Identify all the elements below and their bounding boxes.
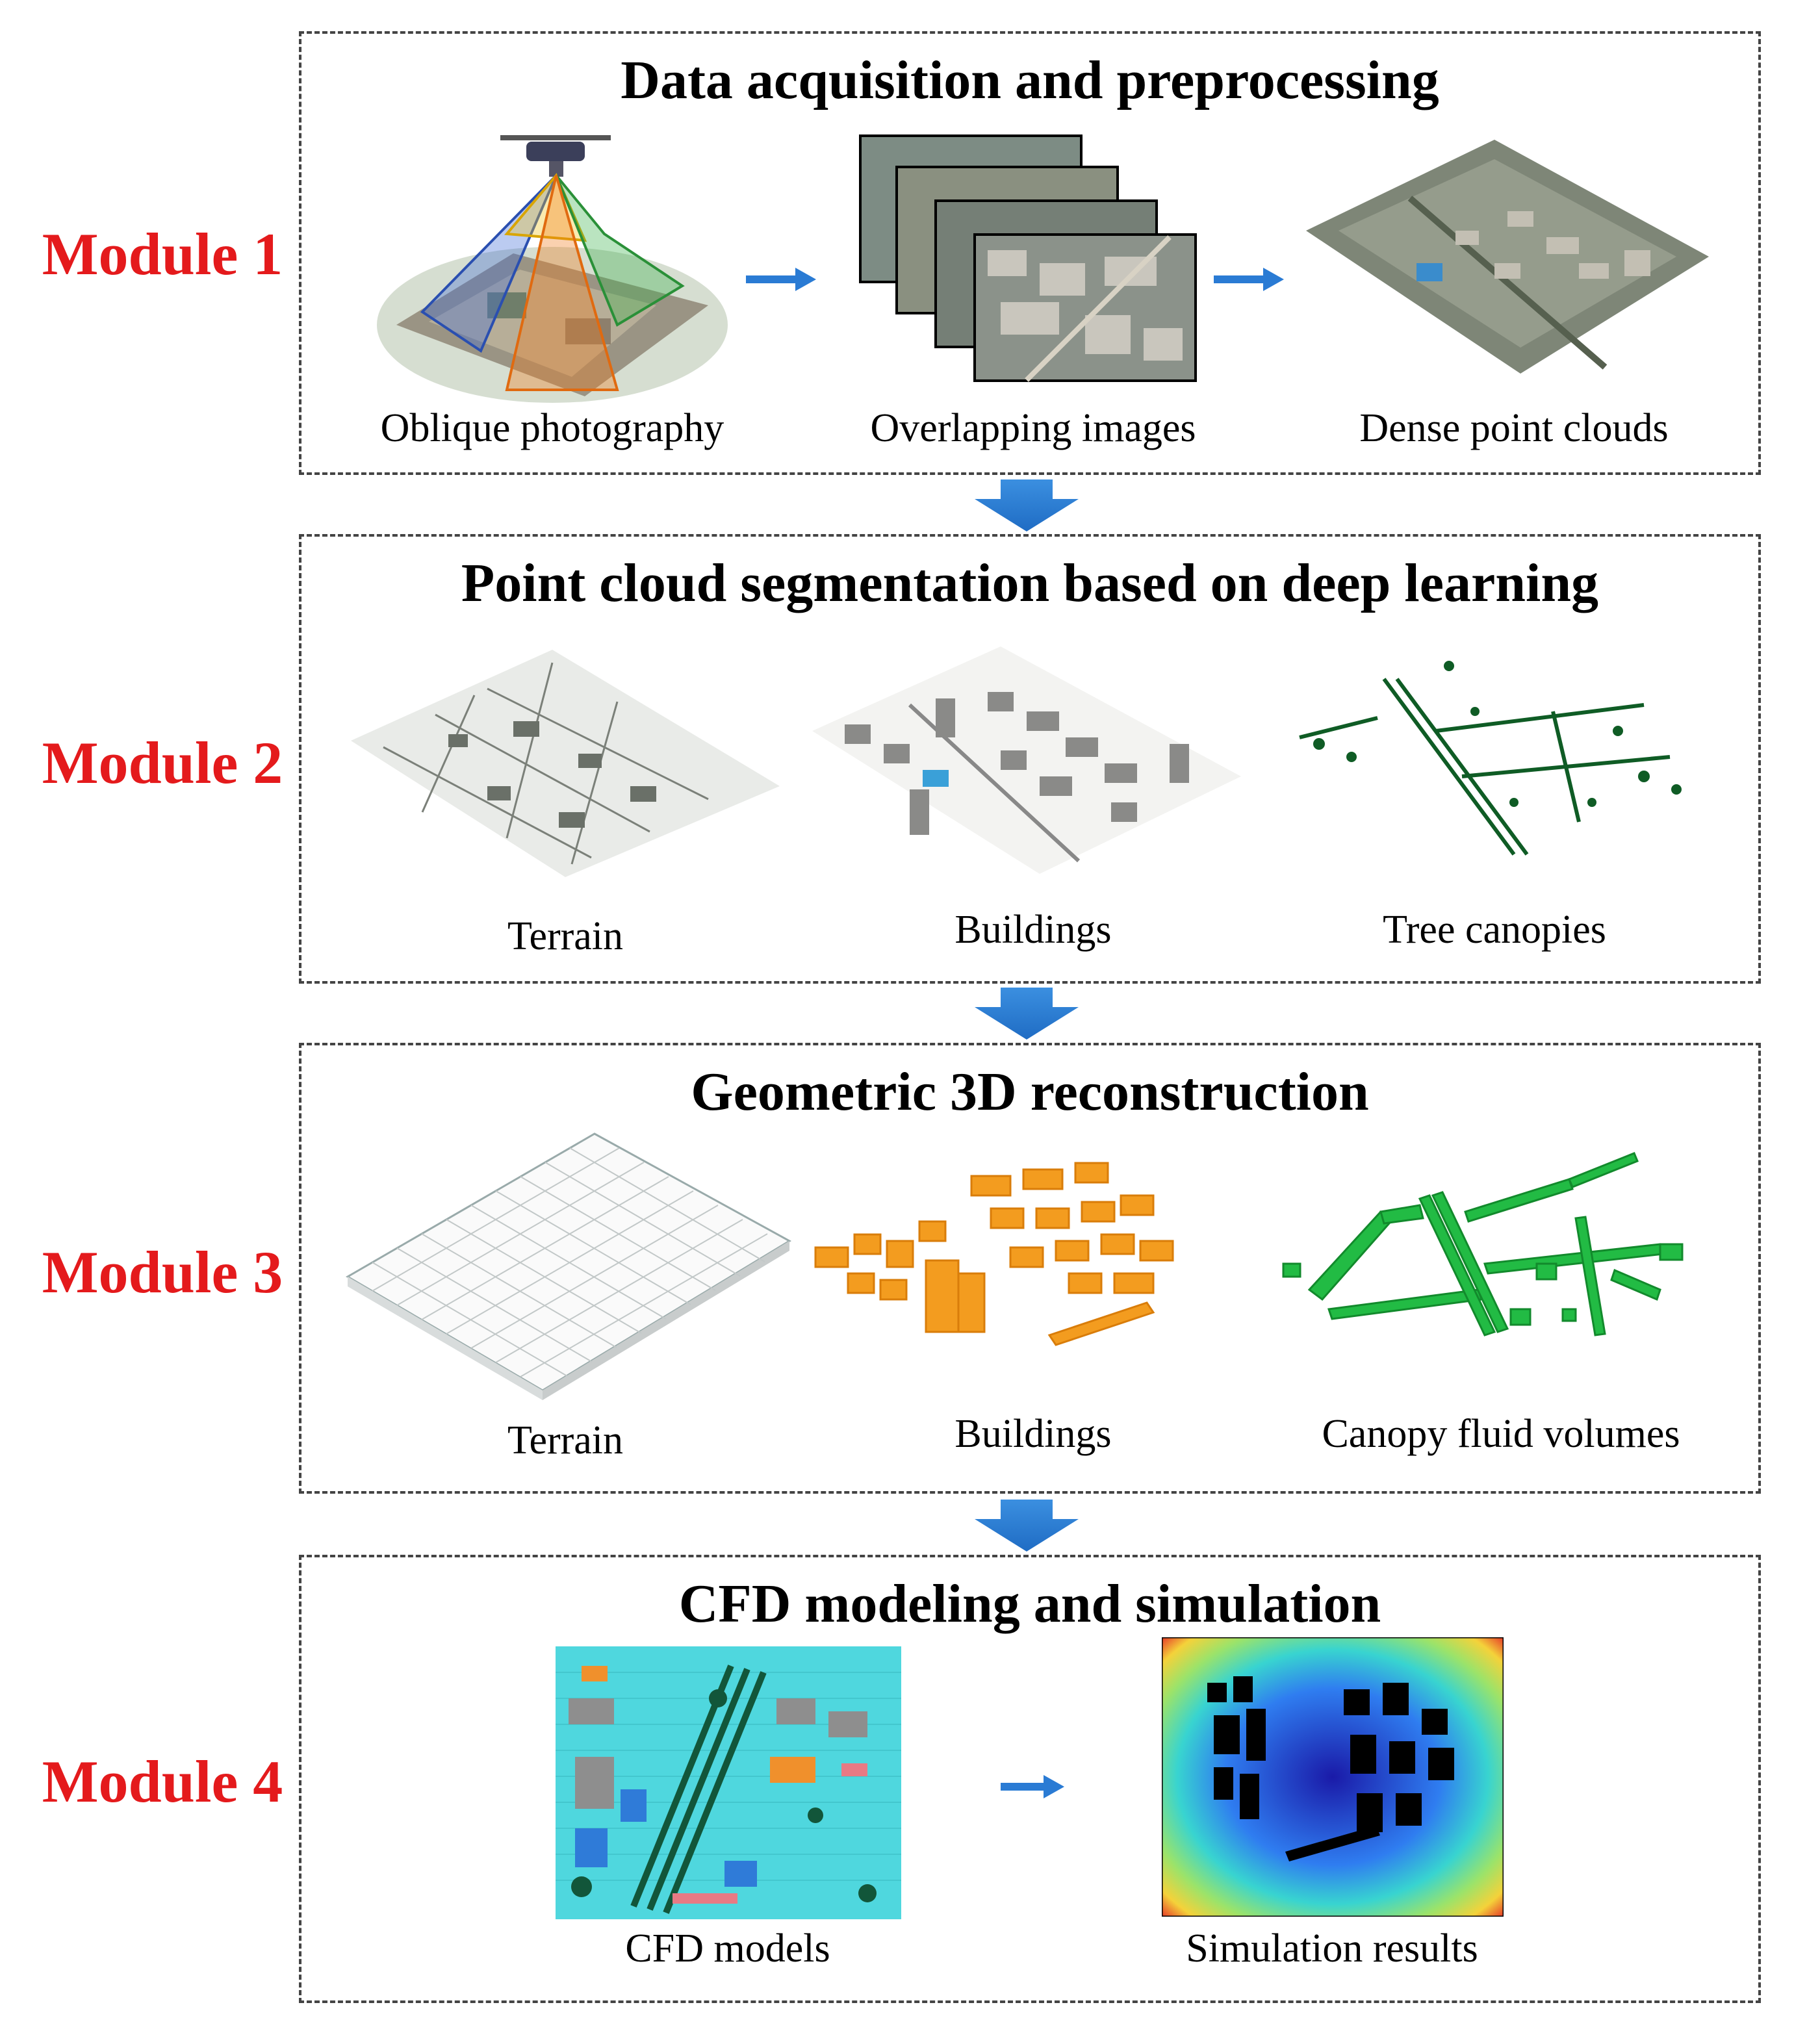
flow-arrow-1 — [975, 479, 1079, 531]
module-1-caption-3: Dense point clouds — [1359, 406, 1669, 450]
arrow-right-icon — [1001, 1775, 1064, 1798]
module-2-panel: Point cloud segmentation based on deep l… — [299, 534, 1761, 984]
flow-arrow-2 — [975, 988, 1079, 1040]
module-4-panel: CFD modeling and simulation — [299, 1555, 1761, 2003]
terrain-points-icon — [351, 650, 780, 877]
building-points-icon — [812, 646, 1241, 874]
module-1-caption-1: Oblique photography — [380, 406, 724, 450]
building-blocks-icon — [814, 1162, 1174, 1346]
arrow-right-icon — [1214, 268, 1284, 291]
module-3-panel: Geometric 3D reconstruction — [299, 1043, 1761, 1494]
module-1-panel: Data acquisition and preprocessing — [299, 31, 1761, 475]
module-3-caption-1: Terrain — [507, 1418, 624, 1463]
drone-oblique-photography-icon — [377, 135, 728, 403]
module-2-caption-1: Terrain — [507, 914, 624, 958]
module-2-caption-3: Tree canopies — [1383, 908, 1606, 952]
module-3-caption-2: Buildings — [955, 1412, 1112, 1456]
module-2-label: Module 2 — [42, 730, 283, 796]
flow-arrow-3 — [975, 1500, 1079, 1552]
arrow-right-icon — [746, 268, 816, 291]
module-1-label: Module 1 — [42, 221, 283, 287]
point-cloud-icon — [1306, 140, 1709, 374]
tree-canopy-points-icon — [1299, 661, 1682, 856]
module-3-title: Geometric 3D reconstruction — [691, 1062, 1369, 1122]
module-1-title: Data acquisition and preprocessing — [621, 50, 1439, 110]
module-3-caption-3: Canopy fluid volumes — [1322, 1412, 1680, 1456]
module-2-caption-2: Buildings — [955, 908, 1112, 952]
module-1-caption-2: Overlapping images — [870, 406, 1196, 450]
module-4-caption-1: CFD models — [625, 1926, 830, 1971]
module-4-caption-2: Simulation results — [1186, 1926, 1478, 1971]
module-3-label: Module 3 — [42, 1239, 283, 1305]
aerial-image-stack-icon — [859, 134, 1197, 382]
simulation-heatmap-icon — [1162, 1637, 1504, 1917]
terrain-mesh-icon — [346, 1132, 791, 1400]
module-2-title: Point cloud segmentation based on deep l… — [461, 553, 1599, 613]
canopy-volumes-icon — [1282, 1152, 1684, 1336]
module-4-title: CFD modeling and simulation — [678, 1574, 1381, 1634]
cfd-model-icon — [556, 1646, 901, 1919]
module-4-label: Module 4 — [42, 1748, 283, 1815]
